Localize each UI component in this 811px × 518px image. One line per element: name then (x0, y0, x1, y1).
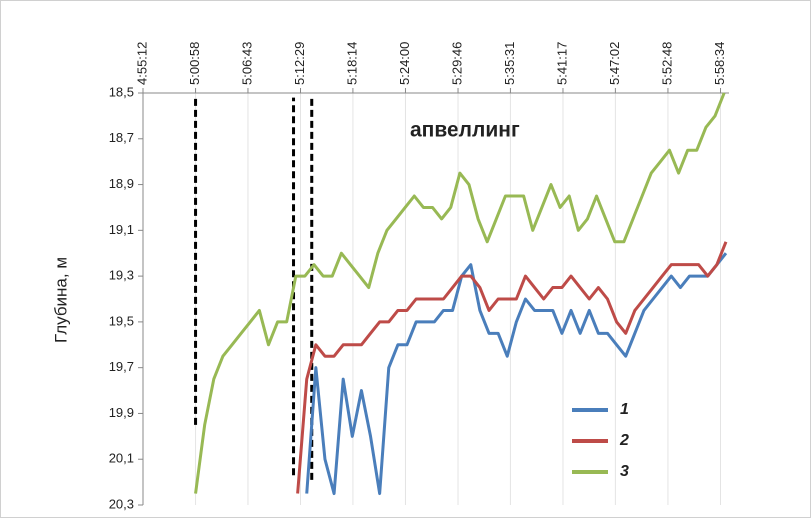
annotation: апвеллинг (410, 119, 520, 142)
x-tick-label: 5:00:58 (187, 42, 202, 85)
y-tick-label: 19,9 (109, 405, 134, 420)
legend-label: 3 (620, 463, 629, 480)
y-tick-label: 19,7 (109, 359, 134, 374)
x-tick-label: 5:35:31 (502, 42, 517, 85)
y-tick-label: 19,5 (109, 313, 134, 328)
y-tick-label: 18,5 (109, 84, 134, 99)
y-tick-label: 18,7 (109, 130, 134, 145)
series-line (296, 241, 728, 494)
y-axis-label: Глубина, м (51, 257, 70, 343)
x-tick-label: 5:29:46 (449, 42, 464, 85)
series-line (194, 92, 726, 494)
x-tick-label: 5:52:48 (659, 42, 674, 85)
x-tick-label: 5:41:17 (554, 42, 569, 85)
y-tick-label: 19,3 (109, 268, 134, 283)
x-tick-label: 5:12:29 (292, 42, 307, 85)
x-tick-label: 5:18:14 (344, 42, 359, 85)
y-tick-label: 20,1 (109, 451, 134, 466)
legend-label: 1 (620, 401, 629, 418)
legend-label: 2 (619, 432, 629, 449)
x-tick-label: 4:55:12 (134, 42, 149, 85)
y-tick-label: 19,1 (109, 222, 134, 237)
y-tick-label: 20,3 (109, 496, 134, 511)
y-tick-label: 18,9 (109, 176, 134, 191)
x-tick-label: 5:06:43 (239, 42, 254, 85)
x-tick-label: 5:58:34 (712, 42, 727, 85)
x-tick-label: 5:47:02 (607, 42, 622, 85)
series-line (305, 252, 728, 496)
x-tick-label: 5:24:00 (397, 42, 412, 85)
